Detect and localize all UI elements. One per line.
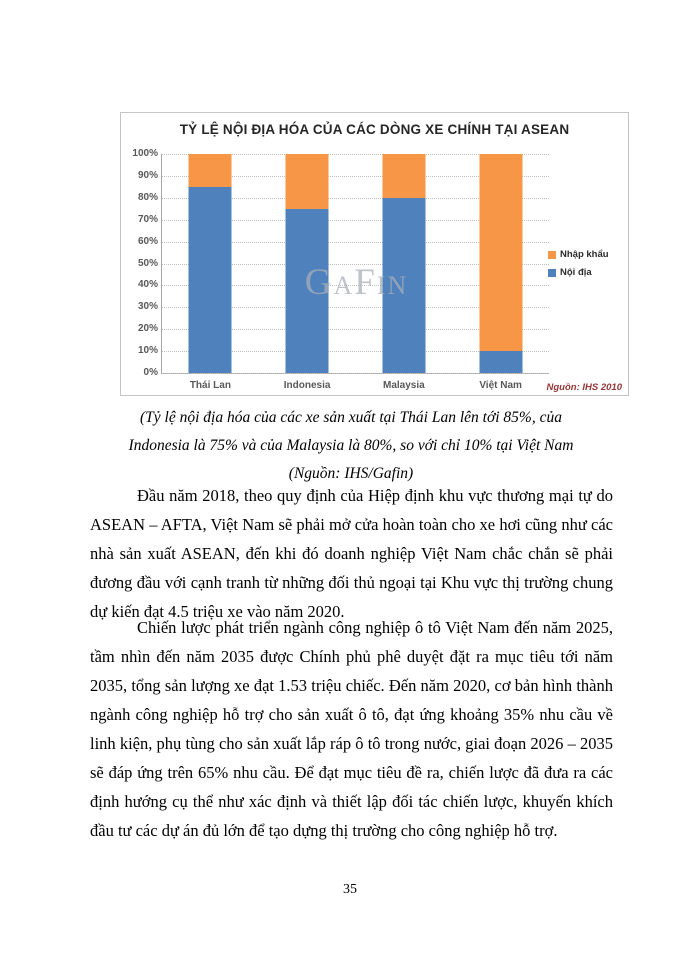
chart-source-note: Nguồn: IHS 2010 [546, 382, 623, 393]
gridline [162, 373, 549, 374]
bar-segment-nhap-khau [188, 154, 232, 187]
chart-plot: 100% 90% 80% 70% 60% 50% 40% 30% 20% 10% 0% Thái La… [132, 149, 549, 391]
y-axis-tick-label: 80% [137, 191, 158, 203]
legend-item: Nội địa [548, 267, 620, 278]
y-axis-tick-label: 70% [137, 213, 158, 225]
legend-swatch-icon [548, 268, 556, 277]
gridline [162, 175, 549, 177]
chart-caption: (Tỷ lệ nội địa hóa của các xe sản xuất t… [90, 404, 612, 488]
caption-line-3: (Nguồn: IHS/Gafin) [288, 465, 414, 482]
x-axis-category-label: Việt Nam [479, 380, 522, 391]
gridline [162, 263, 549, 265]
bar-segment-nhap-khau [382, 154, 426, 198]
y-axis-tick-label: 60% [137, 235, 158, 247]
y-axis-tick-label: 10% [137, 345, 158, 357]
bar-segment-nhap-khau [479, 154, 523, 352]
localization-rate-chart: TỶ LỆ NỘI ĐỊA HÓA CỦA CÁC DÒNG XE CHÍNH … [120, 112, 629, 396]
bar-segment-noi-dia [382, 197, 426, 373]
legend-label: Nhập khẩu [560, 249, 609, 260]
bar-segment-noi-dia [188, 186, 232, 373]
y-axis-tick-label: 90% [137, 169, 158, 181]
gridline [162, 154, 549, 155]
gridline [162, 307, 549, 309]
bar-segment-noi-dia [285, 208, 329, 373]
y-axis-tick-label: 30% [137, 301, 158, 313]
x-axis-category-label: Indonesia [283, 380, 331, 391]
stacked-bar-indonesia [285, 154, 329, 373]
gridline [162, 197, 549, 199]
legend-label: Nội địa [560, 267, 592, 278]
body-paragraph-1: Đầu năm 2018, theo quy định của Hiệp địn… [90, 486, 613, 621]
bar-segment-noi-dia [479, 351, 523, 373]
y-axis-tick-label: 0% [143, 367, 158, 378]
y-axis-tick-label: 40% [137, 279, 158, 291]
stacked-bar-việt-nam [479, 154, 523, 373]
chart-legend: Nhập khẩu Nội địa [548, 249, 620, 285]
chart-title: TỶ LỆ NỘI ĐỊA HÓA CỦA CÁC DÒNG XE CHÍNH … [179, 122, 570, 137]
body-paragraph-2: Chiến lược phát triển ngành công nghiệp … [90, 618, 613, 840]
x-axis-category-label: Malaysia [383, 380, 425, 391]
page-number: 35 [343, 882, 357, 897]
legend-swatch-icon [548, 250, 556, 259]
legend-item: Nhập khẩu [548, 249, 620, 260]
gridline [162, 241, 549, 243]
caption-line-1: (Tỷ lệ nội địa hóa của các xe sản xuất t… [140, 409, 562, 426]
gridline [162, 219, 549, 221]
gridline [162, 285, 549, 287]
gridline [162, 329, 549, 331]
y-axis-tick-label: 50% [137, 257, 158, 269]
stacked-bar-malaysia [382, 154, 426, 373]
caption-line-2: Indonesia là 75% và của Malaysia là 80%,… [128, 437, 574, 454]
y-axis-tick-label: 100% [132, 148, 158, 159]
x-axis-category-label: Thái Lan [189, 380, 231, 391]
gridline [162, 351, 549, 353]
bar-segment-nhap-khau [285, 154, 329, 209]
stacked-bar-thái-lan [188, 154, 232, 373]
y-axis-tick-label: 20% [137, 323, 158, 335]
